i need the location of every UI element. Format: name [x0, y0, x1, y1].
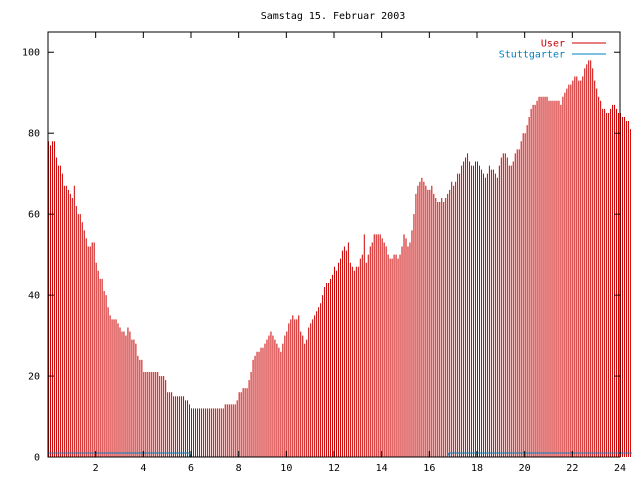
y-tick-label: 80 — [28, 129, 40, 140]
y-tick-label: 0 — [34, 453, 40, 464]
x-tick-label: 16 — [423, 463, 435, 474]
y-tick-label: 60 — [28, 210, 40, 221]
x-tick-label: 4 — [140, 463, 146, 474]
legend-label: Stuttgarter — [499, 50, 565, 61]
y-tick-label: 100 — [22, 48, 40, 59]
legend-label: User — [541, 39, 565, 50]
x-tick-label: 14 — [376, 463, 388, 474]
x-tick-label: 18 — [471, 463, 483, 474]
x-axis: 2 4 6 8 10 12 14 16 18 20 22 24 — [93, 32, 626, 474]
x-tick-label: 8 — [236, 463, 242, 474]
x-tick-label: 22 — [566, 463, 578, 474]
bars-group — [48, 60, 631, 457]
x-tick-label: 2 — [93, 463, 99, 474]
x-tick-label: 20 — [519, 463, 531, 474]
y-tick-label: 40 — [28, 291, 40, 302]
x-tick-label: 12 — [328, 463, 340, 474]
chart-title: Samstag 15. Februar 2003 — [261, 11, 406, 22]
y-tick-label: 20 — [28, 372, 40, 383]
x-tick-label: 24 — [614, 463, 626, 474]
y-axis: 0 20 40 60 80 100 — [22, 48, 620, 464]
x-tick-label: 6 — [188, 463, 194, 474]
x-tick-label: 10 — [280, 463, 292, 474]
